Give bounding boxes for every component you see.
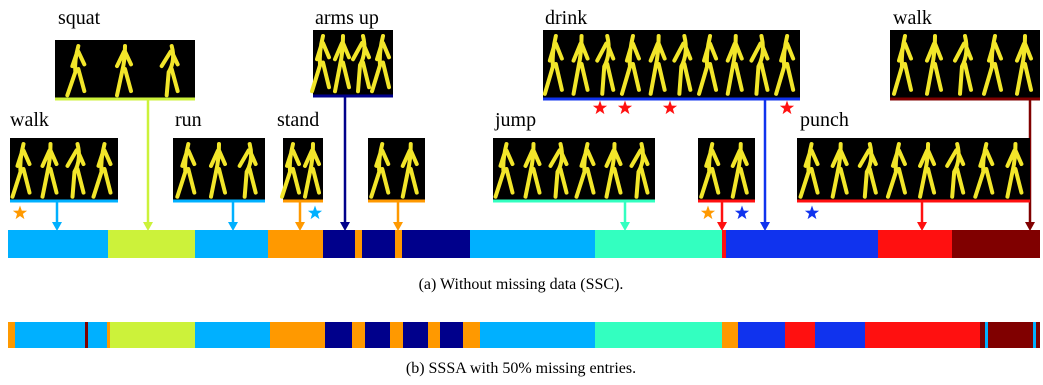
action-label: walk	[10, 109, 49, 131]
segment	[726, 230, 878, 258]
segment	[270, 322, 325, 348]
arrowhead	[393, 222, 403, 231]
segment	[85, 322, 88, 348]
segment	[722, 230, 726, 258]
segment	[722, 322, 738, 348]
segment	[88, 322, 107, 348]
segment	[15, 322, 85, 348]
segment	[463, 322, 480, 348]
segment	[8, 230, 108, 258]
star	[735, 206, 749, 220]
segment	[470, 230, 595, 258]
segment	[985, 322, 988, 348]
action-label: walk	[893, 7, 932, 29]
star	[805, 206, 819, 220]
arrowhead	[1025, 222, 1035, 231]
star	[663, 101, 677, 115]
segment	[738, 322, 785, 348]
arrowhead	[620, 222, 630, 231]
thumbnail	[493, 138, 655, 200]
star	[618, 101, 632, 115]
action-label: drink	[545, 7, 587, 29]
segment	[107, 322, 110, 348]
arrowhead	[295, 222, 305, 231]
arrowhead	[143, 222, 153, 231]
star	[593, 101, 607, 115]
segment	[8, 322, 15, 348]
segment	[1033, 322, 1036, 348]
segment	[595, 230, 722, 258]
star	[13, 206, 27, 220]
segment	[402, 230, 470, 258]
segment	[365, 322, 390, 348]
action-label: run	[175, 109, 202, 131]
arrowhead	[228, 222, 238, 231]
segment	[323, 230, 355, 258]
caption-b: (b) SSSA with 50% missing entries.	[406, 360, 636, 377]
segment	[110, 322, 195, 348]
star	[308, 206, 322, 220]
segment	[595, 322, 722, 348]
segment	[362, 230, 395, 258]
segment	[952, 230, 1040, 258]
caption-a: (a) Without missing data (SSC).	[419, 276, 624, 293]
action-label: punch	[800, 109, 849, 131]
action-label: squat	[58, 7, 101, 29]
segment	[865, 322, 980, 348]
segment	[195, 230, 268, 258]
segment	[355, 230, 362, 258]
segment	[440, 322, 463, 348]
segment	[195, 322, 270, 348]
arrowhead	[52, 222, 62, 231]
segment	[268, 230, 323, 258]
action-label: arms up	[315, 7, 379, 29]
segment	[428, 322, 440, 348]
segment	[395, 230, 402, 258]
figure: (a) Without missing data (SSC). (b) SSSA…	[0, 0, 1043, 385]
arrowhead	[760, 222, 770, 231]
segment	[108, 230, 195, 258]
segment	[480, 322, 595, 348]
segment	[403, 322, 428, 348]
star	[701, 206, 715, 220]
segment	[352, 322, 365, 348]
segment	[785, 322, 815, 348]
segment	[325, 322, 352, 348]
arrowhead	[340, 222, 350, 231]
segment	[878, 230, 952, 258]
arrowhead	[717, 222, 727, 231]
arrowhead	[917, 222, 927, 231]
segment	[815, 322, 865, 348]
action-label: stand	[277, 109, 319, 131]
action-label: jump	[494, 109, 536, 131]
star	[780, 101, 794, 115]
segment	[980, 322, 1040, 348]
segment	[390, 322, 403, 348]
